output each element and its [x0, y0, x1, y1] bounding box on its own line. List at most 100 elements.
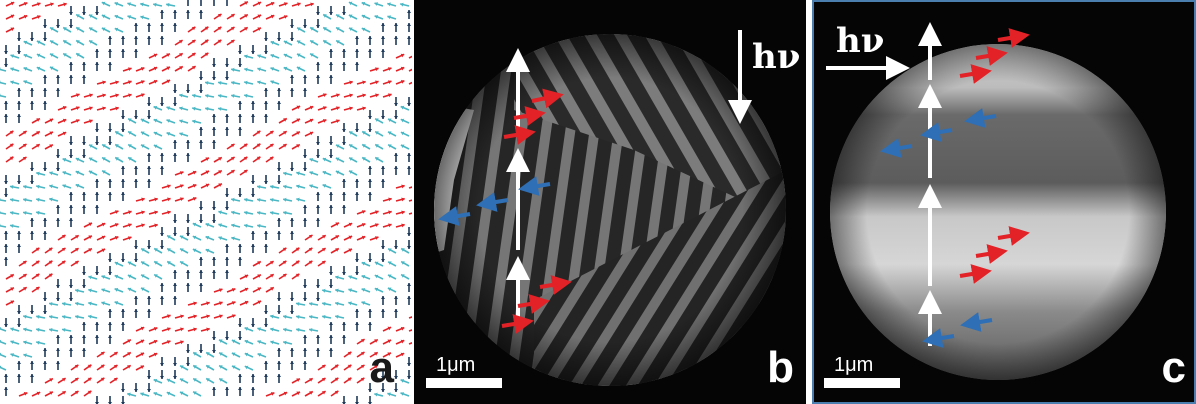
spin-arrowhead-icon — [283, 131, 287, 135]
spin-arrowhead-icon — [295, 260, 300, 265]
spin-arrowhead-icon — [407, 296, 411, 299]
spin-arrowhead-icon — [23, 184, 27, 189]
spin-arrow-red-icon — [975, 244, 1008, 264]
spin-arrowhead-icon — [108, 62, 112, 65]
spin-arrowhead-icon — [141, 223, 145, 228]
spin-arrowhead-icon — [89, 144, 93, 148]
spin-arrowhead-icon — [102, 157, 106, 161]
spin-arrow-blue-icon — [476, 192, 509, 212]
spin-arrowhead-icon — [62, 184, 66, 188]
spin-arrowhead-icon — [212, 350, 216, 353]
spin-arrowhead-icon — [270, 287, 274, 291]
spin-arrowhead-icon — [342, 205, 346, 208]
spin-arrowhead-icon — [199, 270, 203, 273]
panel-label-b: b — [767, 343, 794, 392]
spin-arrowhead-icon — [336, 14, 340, 18]
spin-arrowhead-icon — [297, 2, 301, 7]
spin-arrowhead-icon — [251, 324, 255, 327]
spin-arrowhead-icon — [173, 296, 177, 299]
spin-arrowhead-icon — [87, 390, 92, 395]
spin-arrowhead-icon — [88, 314, 92, 319]
spin-arrowhead-icon — [387, 392, 391, 397]
spin-arrowhead-icon — [295, 273, 300, 278]
spin-arrowhead-icon — [167, 248, 171, 252]
spin-arrowhead-icon — [368, 129, 372, 132]
spin-arrowhead-icon — [140, 2, 144, 7]
spin-arrowhead-icon — [30, 361, 34, 364]
spin-arrowhead-icon — [193, 352, 197, 356]
spin-arrowhead-icon — [290, 88, 294, 91]
spin-arrowhead-icon — [63, 2, 67, 7]
spin-arrowhead-icon — [115, 210, 119, 214]
spin-arrowhead-icon — [205, 235, 210, 240]
spin-arrow-red-icon — [997, 226, 1030, 246]
spin-arrowhead-icon — [336, 27, 340, 31]
spin-arrowhead-icon — [115, 157, 119, 161]
spin-arrow-icon — [0, 94, 7, 98]
spin-arrowhead-icon — [127, 365, 131, 369]
spin-arrowhead-icon — [0, 210, 1, 214]
spin-arrowhead-icon — [360, 365, 365, 369]
spin-arrowhead-icon — [251, 181, 255, 184]
spin-arrowhead-icon — [4, 231, 8, 234]
spin-arrow-icon — [0, 199, 7, 202]
spin-arrowhead-icon — [108, 259, 112, 262]
spin-arrowhead-icon — [407, 166, 411, 169]
spin-arrowhead-icon — [192, 197, 197, 201]
spin-arrowhead-icon — [407, 233, 411, 236]
spin-arrowhead-icon — [56, 88, 60, 91]
spin-arrowhead-icon — [368, 389, 372, 392]
spin-arrowhead-icon — [160, 283, 164, 286]
spin-arrowhead-icon — [251, 101, 255, 104]
spin-arrowhead-icon — [394, 116, 398, 119]
spin-arrowhead-icon — [375, 144, 379, 148]
spin-arrowhead-icon — [308, 235, 313, 239]
spin-arrowhead-icon — [244, 327, 249, 331]
spin-arrowhead-icon — [264, 324, 268, 327]
spin-arrowhead-icon — [180, 327, 184, 332]
spin-arrowhead-icon — [375, 157, 379, 161]
spin-arrowhead-icon — [297, 27, 301, 31]
spin-arrowhead-icon — [205, 183, 210, 188]
spin-arrowhead-icon — [244, 210, 248, 215]
spin-arrowhead-icon — [30, 181, 34, 184]
spin-arrowhead-icon — [186, 270, 190, 273]
spin-arrowhead-icon — [4, 64, 8, 67]
spin-arrowhead-icon — [36, 66, 41, 71]
spin-arrow-icon — [408, 199, 412, 202]
spin-arrowhead-icon — [69, 348, 73, 351]
spin-arrowhead-icon — [218, 236, 222, 240]
spin-arrowhead-icon — [121, 129, 125, 132]
spin-arrowhead-icon — [179, 66, 183, 70]
spin-arrowhead-icon — [225, 127, 229, 130]
spin-arrowhead-icon — [296, 105, 301, 110]
spin-arrowhead-icon — [10, 300, 14, 304]
spin-arrowhead-icon — [166, 132, 171, 136]
spin-arrowhead-icon — [212, 387, 216, 390]
spin-arrowhead-icon — [303, 335, 307, 338]
spin-arrowhead-icon — [0, 67, 1, 71]
spin-arrowhead-icon — [257, 185, 261, 189]
panel-c-arrows — [826, 22, 1030, 348]
spin-arrowhead-icon — [374, 274, 379, 279]
spin-arrowhead-icon — [134, 296, 138, 299]
spin-arrowhead-icon — [257, 327, 261, 331]
spin-arrowhead-icon — [121, 192, 125, 195]
spin-arrowhead-icon — [218, 107, 222, 111]
spin-arrowhead-icon — [388, 261, 392, 265]
spin-arrowhead-icon — [205, 223, 210, 227]
spin-arrowhead-icon — [316, 298, 320, 301]
spin-arrowhead-icon — [394, 103, 398, 106]
spin-arrowhead-icon — [238, 244, 242, 247]
spin-arrowhead-icon — [10, 198, 14, 202]
spin-arrowhead-icon — [62, 301, 66, 306]
spin-arrowhead-icon — [43, 218, 47, 221]
spin-arrowhead-icon — [173, 23, 177, 26]
spin-arrowhead-icon — [199, 90, 203, 93]
spin-arrowhead-icon — [88, 288, 92, 293]
spin-arrowhead-icon — [141, 274, 145, 278]
spin-arrowhead-icon — [323, 106, 327, 110]
spin-arrowhead-icon — [303, 285, 307, 288]
spin-arrowhead-icon — [160, 296, 164, 299]
spin-arrowhead-icon — [296, 144, 300, 148]
